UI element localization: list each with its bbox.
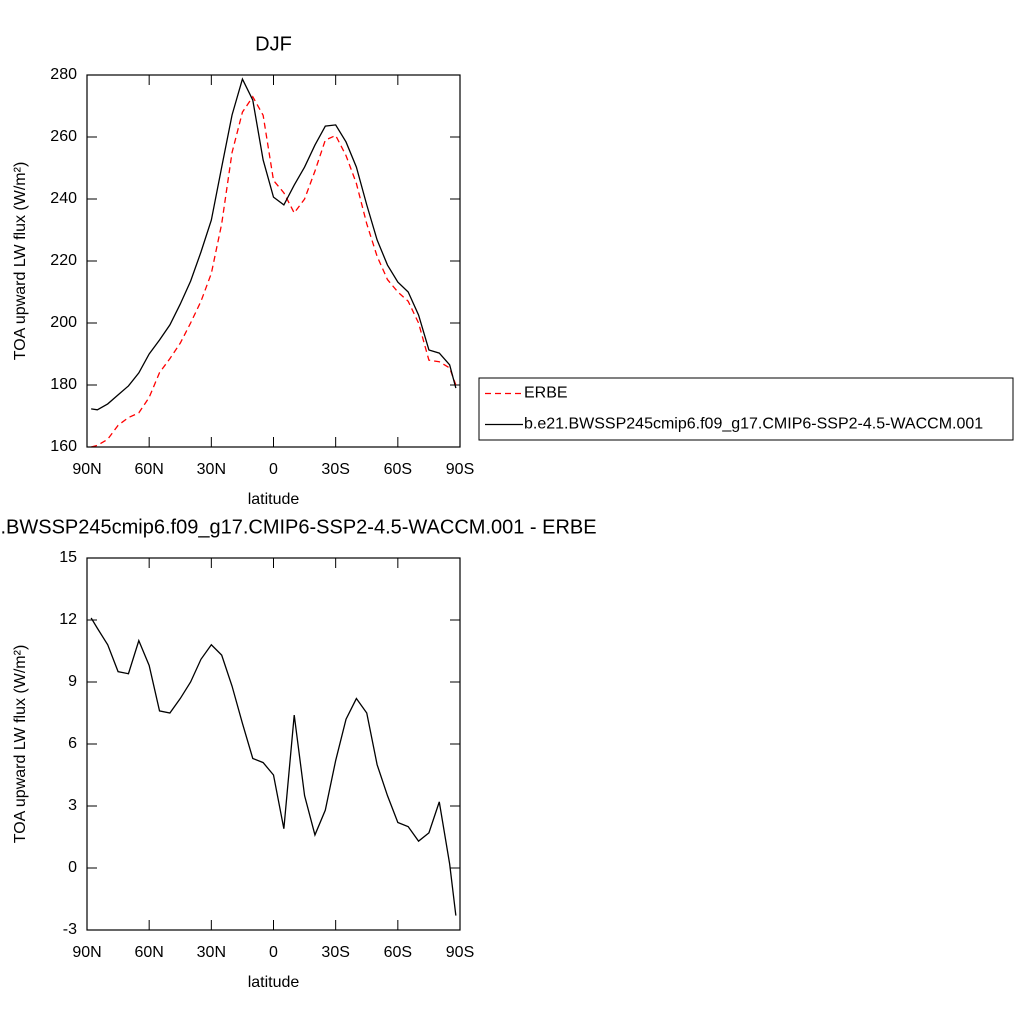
x-tick-label: 60S [384, 944, 412, 961]
plot-frame [86, 74, 461, 448]
data-line [90, 95, 457, 448]
y-tick-label: 0 [68, 859, 77, 876]
y-tick-label: 3 [68, 797, 77, 814]
x-tick-label: 90N [72, 944, 101, 961]
x-tick-label: 60N [134, 944, 163, 961]
x-axis-label: latitude [248, 491, 300, 508]
plot-frame [86, 557, 461, 931]
legend-label: b.e21.BWSSP245cmip6.f09_g17.CMIP6-SSP2-4… [524, 416, 983, 433]
chart-title: DJF [255, 33, 292, 55]
y-tick-label: 260 [50, 128, 77, 145]
data-line [91, 77, 457, 411]
x-tick-label: 90S [446, 944, 474, 961]
x-tick-label: 30N [197, 461, 226, 478]
legend-box [478, 377, 1014, 441]
y-tick-label: -3 [63, 921, 77, 938]
x-tick-label: 60N [134, 461, 163, 478]
y-tick-label: 180 [50, 376, 77, 393]
x-tick-label: 90N [72, 461, 101, 478]
y-tick-label: 240 [50, 190, 77, 207]
x-tick-label: 0 [269, 461, 278, 478]
x-tick-label: 30S [321, 461, 349, 478]
y-axis-label: TOA upward LW flux (W/m²) [12, 645, 29, 844]
y-tick-label: 280 [50, 66, 77, 83]
x-tick-label: 30N [197, 944, 226, 961]
y-tick-label: 220 [50, 252, 77, 269]
data-line [90, 617, 457, 916]
x-axis-label: latitude [248, 974, 300, 991]
x-tick-label: 60S [384, 461, 412, 478]
y-axis-label: TOA upward LW flux (W/m²) [12, 162, 29, 361]
y-tick-label: 200 [50, 314, 77, 331]
x-tick-label: 90S [446, 461, 474, 478]
x-tick-label: 0 [269, 944, 278, 961]
legend-label: ERBE [524, 385, 568, 402]
y-tick-label: 12 [59, 611, 77, 628]
legend: ERBE b.e21.BWSSP245cmip6.f09_g17.CMIP6-SS… [478, 377, 1014, 441]
chart-title: b.e21.BWSSP245cmip6.f09_g17.CMIP6-SSP2-4… [0, 516, 597, 538]
x-tick-label: 30S [321, 944, 349, 961]
y-tick-label: 160 [50, 438, 77, 455]
y-tick-label: 15 [59, 549, 77, 566]
y-tick-label: 9 [68, 673, 77, 690]
y-tick-label: 6 [68, 735, 77, 752]
